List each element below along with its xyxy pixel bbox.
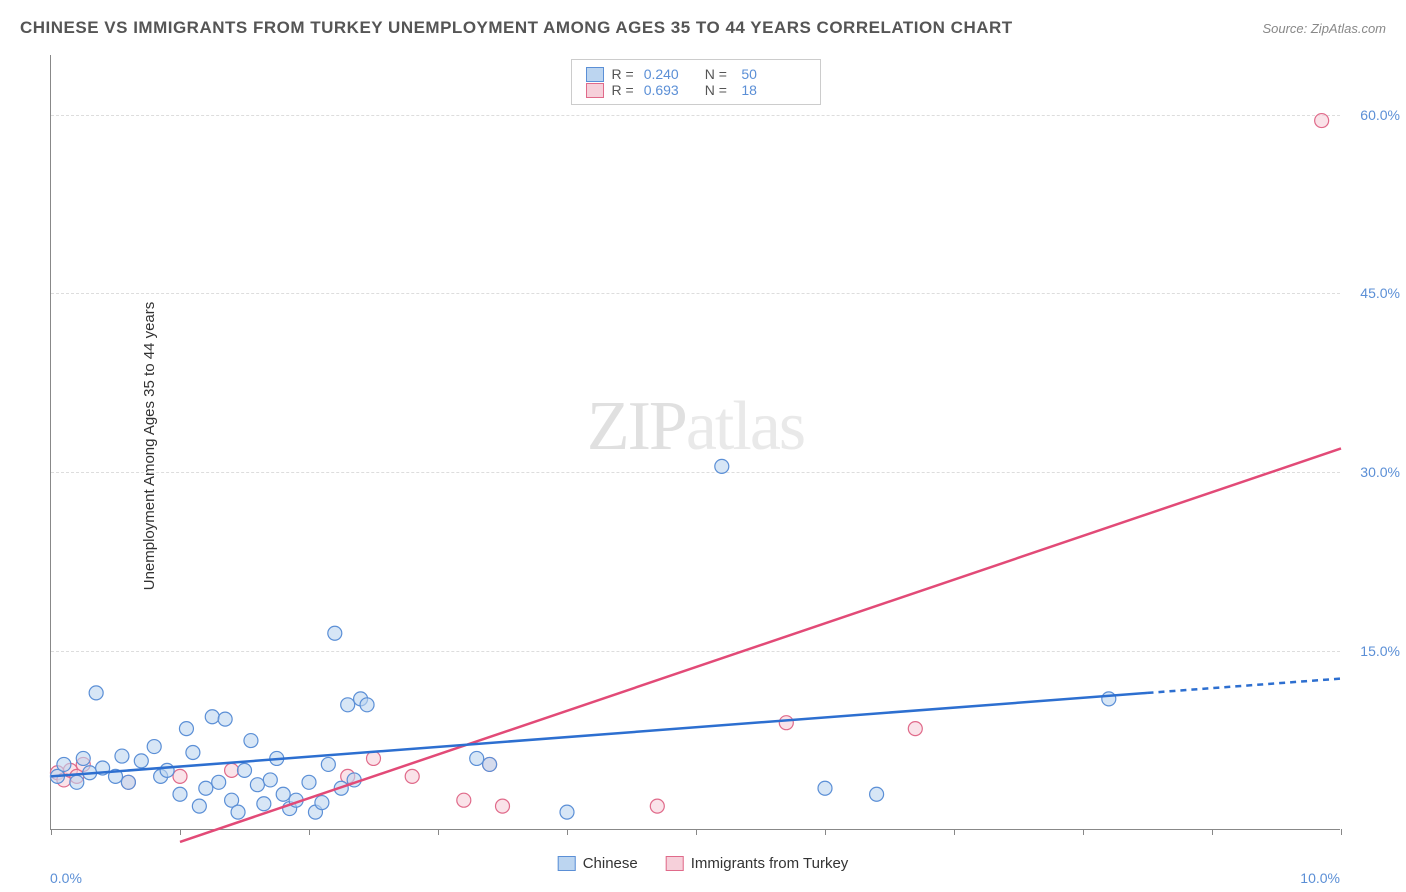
data-point <box>496 799 510 813</box>
legend-n-value: 50 <box>737 66 757 82</box>
correlation-legend: R = 0.240 N = 50 R = 0.693 N = 18 <box>571 59 821 105</box>
data-point <box>321 757 335 771</box>
data-point <box>908 722 922 736</box>
data-point <box>470 751 484 765</box>
data-point <box>1315 114 1329 128</box>
data-point <box>1102 692 1116 706</box>
data-point <box>173 787 187 801</box>
legend-swatch <box>666 856 684 871</box>
data-point <box>457 793 471 807</box>
x-tick <box>825 829 826 835</box>
data-point <box>870 787 884 801</box>
data-point <box>483 757 497 771</box>
x-tick <box>1083 829 1084 835</box>
data-point <box>341 698 355 712</box>
data-point <box>779 716 793 730</box>
x-tick <box>1212 829 1213 835</box>
legend-r-label: R = <box>612 66 634 82</box>
x-tick <box>567 829 568 835</box>
data-point <box>70 775 84 789</box>
source-attribution: Source: ZipAtlas.com <box>1262 21 1386 36</box>
y-tick-label: 15.0% <box>1360 643 1400 659</box>
legend-row: R = 0.240 N = 50 <box>586 66 806 82</box>
data-point <box>225 763 239 777</box>
series-legend: Chinese Immigrants from Turkey <box>558 855 849 872</box>
data-point <box>147 740 161 754</box>
data-point <box>276 787 290 801</box>
data-point <box>560 805 574 819</box>
legend-swatch <box>586 67 604 82</box>
data-point <box>405 769 419 783</box>
x-tick <box>954 829 955 835</box>
y-tick-label: 45.0% <box>1360 285 1400 301</box>
legend-r-value: 0.240 <box>644 66 679 82</box>
data-point <box>315 796 329 810</box>
data-point <box>360 698 374 712</box>
data-point <box>199 781 213 795</box>
x-tick <box>1341 829 1342 835</box>
x-axis-max-label: 10.0% <box>1300 870 1340 886</box>
data-point <box>367 751 381 765</box>
data-point <box>715 459 729 473</box>
plot-area: ZIPatlas 15.0%30.0%45.0%60.0% R =0.240N … <box>50 55 1340 830</box>
x-tick <box>51 829 52 835</box>
data-point <box>89 686 103 700</box>
data-point <box>302 775 316 789</box>
chart-svg <box>51 55 1340 829</box>
data-point <box>238 763 252 777</box>
legend-r-label: R = <box>612 82 634 98</box>
legend-swatch <box>586 83 604 98</box>
data-point <box>257 797 271 811</box>
series-legend-label: Chinese <box>583 855 638 872</box>
data-point <box>818 781 832 795</box>
data-point <box>205 710 219 724</box>
chart-title: CHINESE VS IMMIGRANTS FROM TURKEY UNEMPL… <box>20 18 1013 38</box>
legend-r-value: 0.693 <box>644 82 679 98</box>
data-point <box>250 778 264 792</box>
data-point <box>186 746 200 760</box>
data-point <box>160 763 174 777</box>
legend-row: R = 0.693 N = 18 <box>586 82 806 98</box>
legend-n-value: 18 <box>737 82 757 98</box>
x-tick <box>309 829 310 835</box>
data-point <box>76 751 90 765</box>
data-point <box>328 626 342 640</box>
legend-n-label: N = <box>705 66 727 82</box>
chart-header: CHINESE VS IMMIGRANTS FROM TURKEY UNEMPL… <box>20 18 1386 38</box>
series-legend-item: Immigrants from Turkey <box>666 855 849 872</box>
y-tick-label: 30.0% <box>1360 464 1400 480</box>
series-legend-label: Immigrants from Turkey <box>691 855 849 872</box>
data-point <box>212 775 226 789</box>
data-point <box>650 799 664 813</box>
data-point <box>263 773 277 787</box>
legend-swatch <box>558 856 576 871</box>
data-point <box>231 805 245 819</box>
series-legend-item: Chinese <box>558 855 638 872</box>
data-point <box>134 754 148 768</box>
x-axis-min-label: 0.0% <box>50 870 82 886</box>
data-point <box>192 799 206 813</box>
data-point <box>244 734 258 748</box>
x-tick <box>438 829 439 835</box>
legend-n-label: N = <box>705 82 727 98</box>
data-point <box>173 769 187 783</box>
data-point <box>115 749 129 763</box>
y-tick-label: 60.0% <box>1360 107 1400 123</box>
data-point <box>218 712 232 726</box>
data-point <box>121 775 135 789</box>
x-tick <box>696 829 697 835</box>
x-tick <box>180 829 181 835</box>
data-point <box>57 757 71 771</box>
data-point <box>179 722 193 736</box>
